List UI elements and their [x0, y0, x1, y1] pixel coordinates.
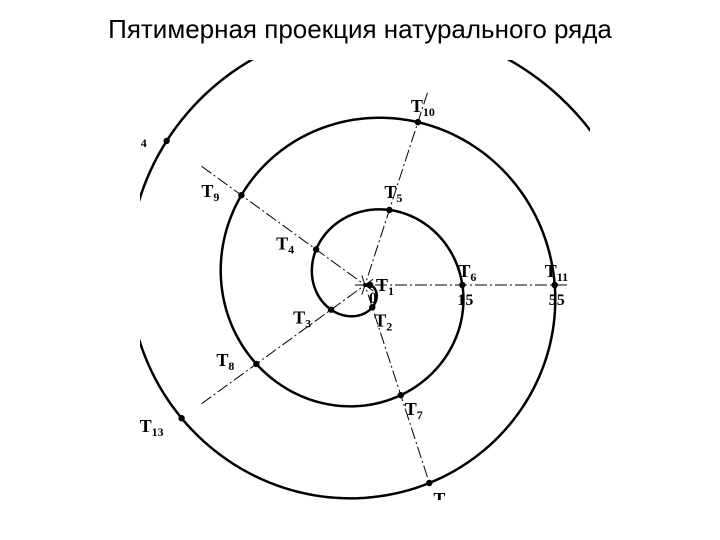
- point-dot: [367, 282, 373, 288]
- point-label: T5: [384, 182, 402, 205]
- point-label: T1: [376, 275, 394, 298]
- point-aux-value: 55: [549, 292, 565, 309]
- point-label: T4: [276, 233, 294, 256]
- point-label: T10: [411, 96, 435, 119]
- ray: [199, 279, 373, 405]
- point-dot: [459, 282, 465, 288]
- point-dot: [253, 361, 259, 367]
- point-dot: [386, 207, 392, 213]
- point-dot: [426, 480, 432, 486]
- point-dot: [163, 138, 169, 144]
- point-dot: [178, 415, 184, 421]
- point-dot: [313, 246, 319, 252]
- ray: [199, 165, 373, 291]
- point-dot: [328, 306, 334, 312]
- point-label: T8: [216, 350, 234, 373]
- point-label: T7: [405, 399, 423, 422]
- point-dot: [415, 119, 421, 125]
- point-label: T13: [140, 416, 164, 439]
- point-dot: [398, 392, 404, 398]
- point-dot: [238, 192, 244, 198]
- point-aux-value: 15: [457, 292, 473, 309]
- point-label: T12: [433, 489, 457, 500]
- point-label: T11: [545, 261, 568, 284]
- page-title: Пятимерная проекция натурального ряда: [0, 14, 720, 45]
- origin-dot: [363, 283, 367, 287]
- point-label: T14: [140, 127, 147, 150]
- spiral-diagram: 0T1T2T3T4T5T615T7T8T9T10T1155T12T13T14T1…: [140, 60, 590, 500]
- point-label: T9: [201, 181, 219, 204]
- point-label: T6: [458, 261, 476, 284]
- spiral: [140, 60, 590, 498]
- point-label: T2: [374, 310, 392, 333]
- point-label: T3: [293, 308, 311, 331]
